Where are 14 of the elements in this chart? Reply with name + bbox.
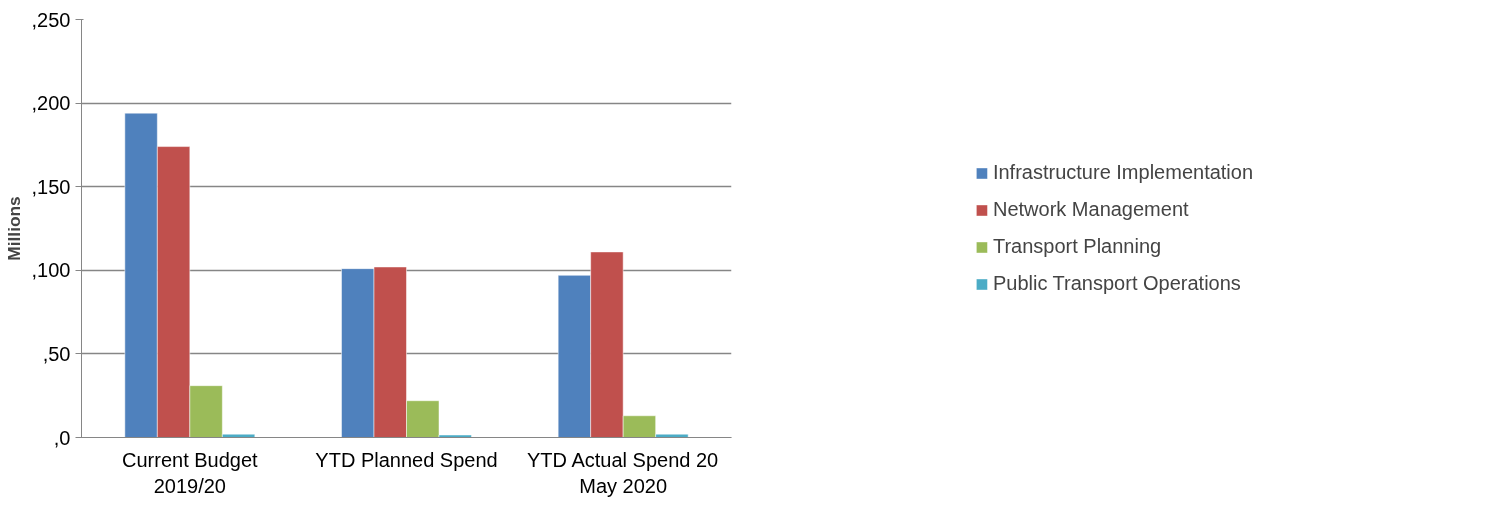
- x-tick-label: YTD Planned Spend: [315, 448, 498, 471]
- legend-label: Network Management: [992, 198, 1189, 221]
- legend-label: Public Transport Operations: [992, 272, 1241, 295]
- x-tick-label: YTD Actual Spend 20 May 2020: [527, 448, 719, 497]
- y-tick-label: ,250: [31, 8, 71, 31]
- y-tick-label: ,50: [42, 342, 71, 365]
- legend-label: Infrastructure Implementation: [992, 161, 1254, 184]
- y-tick-label: ,150: [31, 175, 71, 198]
- y-tick-label: ,100: [31, 259, 71, 282]
- x-tick-label: Current Budget 2019/20: [122, 448, 259, 497]
- y-axis-title: Millions: [3, 196, 24, 261]
- y-tick-label: ,200: [31, 92, 71, 115]
- y-tick-label: ,0: [53, 426, 71, 449]
- legend-label: Transport Planning: [992, 235, 1162, 258]
